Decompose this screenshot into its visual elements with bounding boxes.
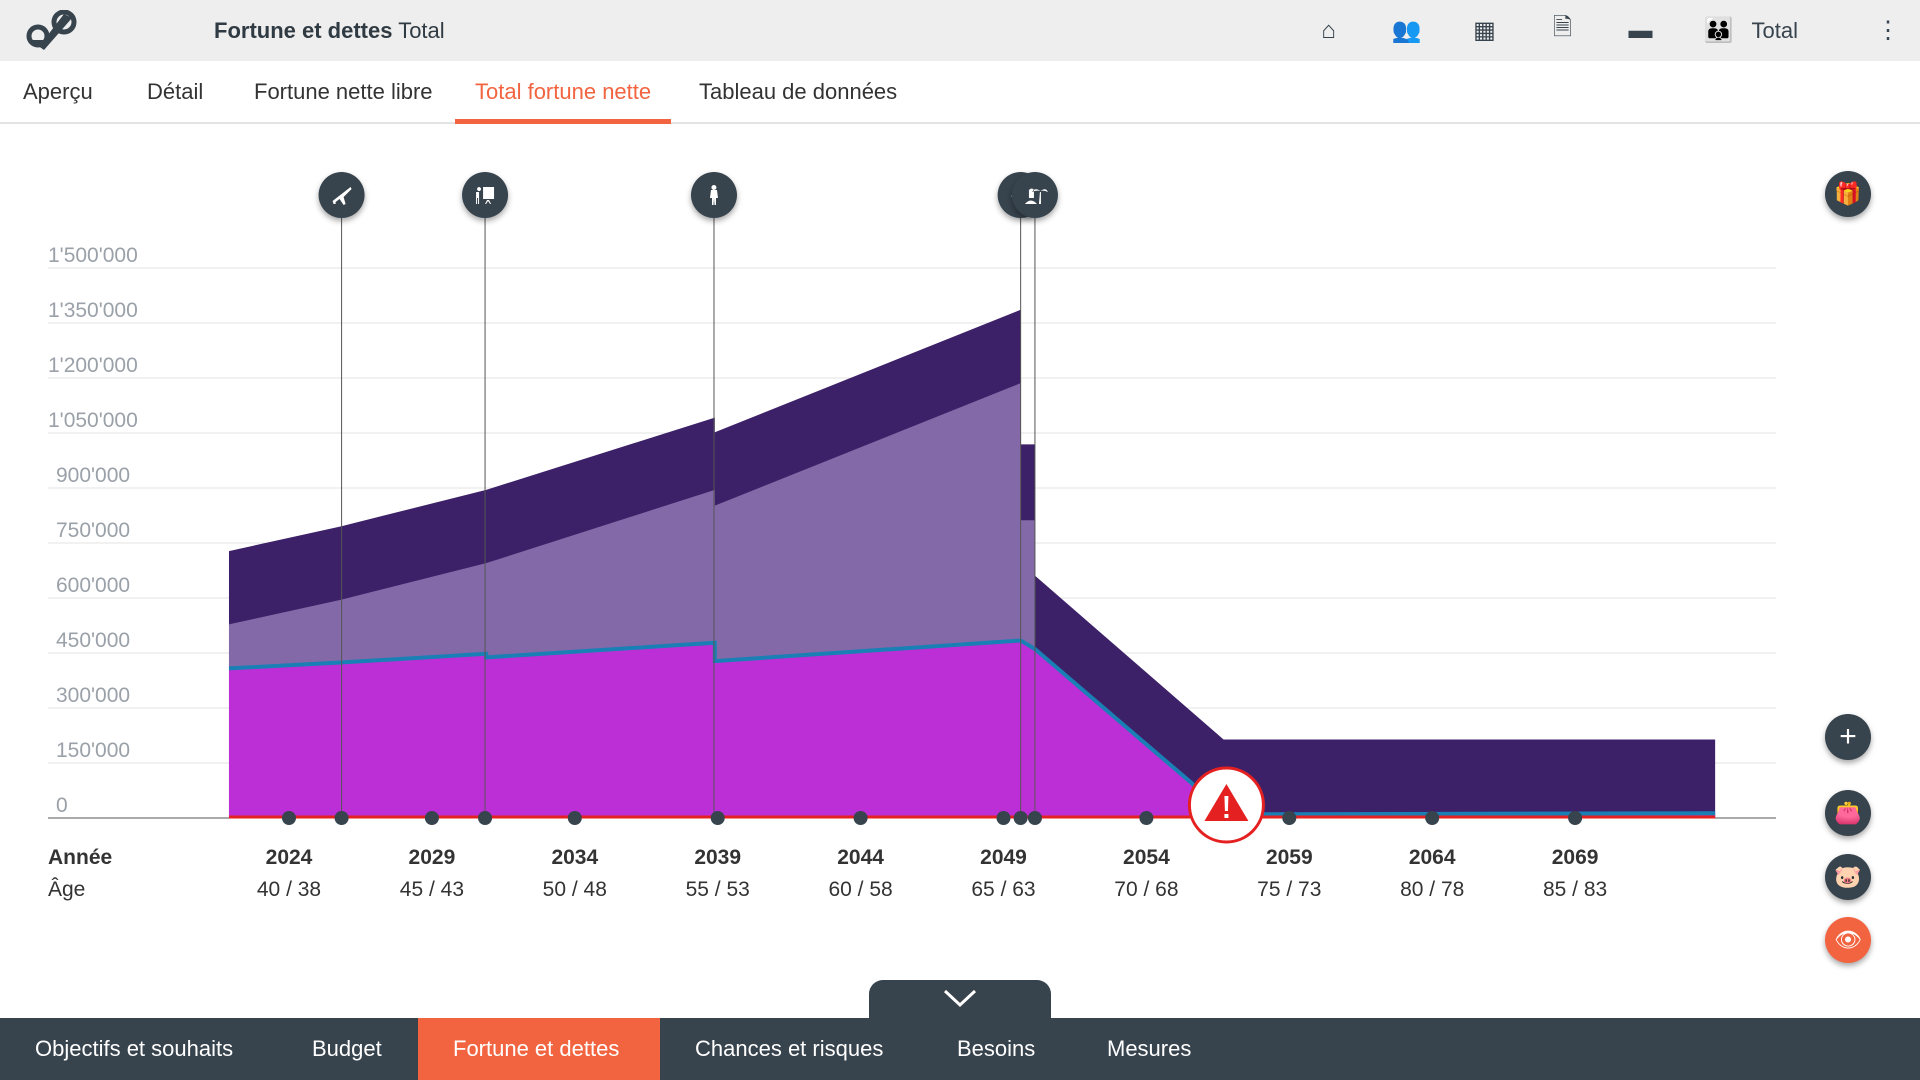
axis-dot: [1139, 811, 1154, 825]
axis-dot: [1282, 811, 1297, 825]
tab-detail[interactable]: Détail: [147, 79, 204, 104]
expand-panel-button[interactable]: [869, 980, 1051, 1020]
y-tick-label: 450'000: [56, 629, 130, 652]
more-menu-icon[interactable]: ⋮: [1876, 17, 1900, 44]
axis-dot: [1568, 811, 1583, 825]
tab-apercu[interactable]: Aperçu: [23, 79, 93, 104]
axis-dot: [567, 811, 582, 825]
axis-dot: [1425, 811, 1440, 825]
x-tick-year: 2059: [1266, 846, 1313, 869]
year-row-label: Année: [48, 846, 112, 869]
y-tick-label: 0: [56, 794, 68, 817]
x-tick-age: 60 / 58: [828, 878, 892, 901]
nav-objectifs[interactable]: Objectifs et souhaits: [35, 1036, 234, 1061]
axis-dot: [996, 811, 1011, 825]
x-tick-year: 2039: [694, 846, 741, 869]
vacation-island-event-marker: [1011, 172, 1058, 218]
tab-fortune-nette-libre[interactable]: Fortune nette libre: [254, 79, 433, 104]
x-tick-age: 80 / 78: [1400, 878, 1464, 901]
visibility-eye-button[interactable]: 👁: [1825, 917, 1871, 963]
x-tick-year: 2069: [1552, 846, 1599, 869]
nav-budget[interactable]: Budget: [312, 1036, 382, 1061]
net-worth-chart: 0 150'000 300'000 450'000 600'000 750'000 900'…: [48, 172, 1776, 901]
x-tick-year: 2034: [551, 846, 598, 869]
nav-mesures[interactable]: Mesures: [1107, 1036, 1192, 1061]
page-title: Fortune et dettes Total: [214, 18, 445, 43]
y-tick-label: 1'350'000: [48, 299, 138, 322]
x-tick-year: 2054: [1123, 846, 1170, 869]
x-tick-age: 55 / 53: [686, 878, 750, 901]
folder-icon[interactable]: ▬: [1628, 16, 1653, 44]
age-row-label: Âge: [48, 878, 85, 901]
home-icon[interactable]: ⌂: [1321, 16, 1336, 44]
tab-bar: Aperçu Détail Fortune nette libre Total …: [0, 61, 1920, 124]
y-tick-label: 1'050'000: [48, 409, 138, 432]
x-tick-year: 2064: [1409, 846, 1456, 869]
x-tick-age: 40 / 38: [257, 878, 321, 901]
x-tick-age: 70 / 68: [1114, 878, 1178, 901]
gift-button[interactable]: 🎁: [1825, 171, 1871, 217]
top-bar: Fortune et dettes Total ⌂ 👥 ▦ 🗎 ▬ 👪 Tota…: [0, 0, 1920, 61]
nav-fortune-et-dettes[interactable]: Fortune et dettes: [418, 1018, 660, 1080]
x-tick-age: 65 / 63: [971, 878, 1035, 901]
x-tick-year: 2049: [980, 846, 1027, 869]
axis-dot: [710, 811, 725, 825]
axis-dot: [853, 811, 868, 825]
x-tick-age: 45 / 43: [400, 878, 464, 901]
tab-tableau-de-donnees[interactable]: Tableau de données: [699, 79, 898, 104]
add-button[interactable]: +: [1825, 714, 1871, 760]
y-tick-label: 1'200'000: [48, 354, 138, 377]
x-tick-year: 2024: [266, 846, 313, 869]
axis-dot: [334, 811, 349, 825]
chevron-down-icon: [943, 989, 977, 1008]
wallet-button[interactable]: 👛: [1825, 790, 1871, 836]
airplane-icon: [332, 187, 352, 205]
y-tick-label: 750'000: [56, 519, 130, 542]
area-base: [228, 640, 1716, 818]
profile-selector[interactable]: Total: [1751, 17, 1798, 43]
y-tick-label: 300'000: [56, 684, 130, 707]
x-tick-age: 75 / 73: [1257, 878, 1321, 901]
family-icon[interactable]: 👪: [1703, 17, 1734, 44]
warning-exclamation-icon: [1224, 796, 1229, 818]
nav-besoins[interactable]: Besoins: [957, 1036, 1036, 1061]
y-tick-label: 900'000: [56, 464, 130, 487]
presentation-icon: [476, 187, 495, 204]
x-tick-age: 85 / 83: [1543, 878, 1607, 901]
person-icon: [709, 185, 718, 205]
y-tick-label: 1'500'000: [48, 244, 138, 267]
x-tick-year: 2029: [409, 846, 456, 869]
axis-dot: [424, 811, 439, 825]
pdf-document-icon[interactable]: 🗎: [1552, 14, 1573, 41]
x-tick-year: 2044: [837, 846, 884, 869]
tab-total-fortune-nette[interactable]: Total fortune nette: [455, 61, 672, 124]
piggy-bank-button[interactable]: 🐷: [1825, 854, 1871, 900]
users-icon[interactable]: 👥: [1391, 17, 1422, 44]
nav-chances-risques[interactable]: Chances et risques: [695, 1036, 884, 1061]
apps-grid-icon[interactable]: ▦: [1473, 17, 1496, 44]
bottom-nav: Objectifs et souhaits Budget Fortune et …: [0, 1018, 1920, 1080]
y-tick-label: 150'000: [56, 739, 130, 762]
axis-dot: [1013, 811, 1028, 825]
logo-icon: [26, 10, 77, 50]
axis-dot: [1027, 811, 1042, 825]
axis-dot: [282, 811, 296, 825]
vacation-island-icon: [1024, 188, 1048, 204]
y-tick-label: 600'000: [56, 574, 130, 597]
axis-dot: [478, 811, 493, 825]
x-tick-age: 50 / 48: [543, 878, 607, 901]
